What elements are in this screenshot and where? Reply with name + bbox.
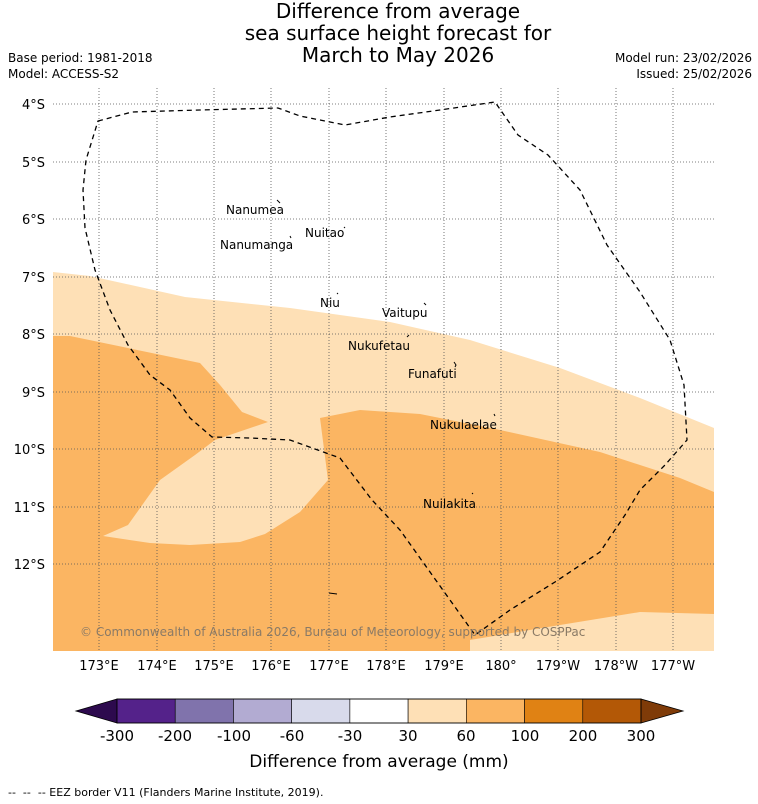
colorbar-tick: 300: [627, 727, 656, 745]
issued-date: Issued: 25/02/2026: [636, 67, 752, 81]
map-grid: [53, 88, 714, 651]
colorbar-tick: 200: [569, 727, 598, 745]
label-vaitupu: Vaitupu: [382, 306, 428, 320]
meta-left: Base period: 1981-2018 Model: ACCESS-S2: [8, 50, 153, 82]
map-area: Nanumea Nanumanga Nuitao Niu Vaitupu Nuk…: [53, 88, 714, 651]
lon-label: 173°E: [79, 659, 119, 674]
lat-label: 10°S: [14, 443, 45, 458]
island-nuitao-mark: [343, 226, 346, 229]
lon-label: 178°E: [366, 659, 406, 674]
label-nukulaelae: Nukulaelae: [430, 418, 497, 432]
colorbar-segment: [349, 698, 409, 724]
colorbar-segment: [291, 698, 351, 724]
island-nanumea-mark: [276, 199, 281, 204]
label-funafuti: Funafuti: [408, 367, 457, 381]
colorbar-segment: [524, 698, 584, 724]
lat-label: 6°S: [22, 213, 45, 228]
meta-right: Model run: 23/02/2026 Issued: 25/02/2026: [615, 50, 752, 82]
label-niu: Niu: [320, 296, 340, 310]
island-niu-mark: [336, 292, 339, 295]
label-nanumanga: Nanumanga: [220, 238, 293, 252]
lat-label: 5°S: [22, 156, 45, 171]
eez-border: [82, 101, 688, 636]
label-nanumea: Nanumea: [226, 203, 284, 217]
title-line-1: Difference from average: [275, 0, 521, 23]
colorbar-segment: [116, 698, 176, 724]
colorbar-segment: [407, 698, 467, 724]
colorbar-tick: -60: [280, 727, 305, 745]
island-nukufetau-mark: [406, 334, 410, 338]
island-nanumanga-mark: [289, 235, 292, 239]
colorbar-extend-high: [640, 698, 685, 724]
lat-label: 4°S: [22, 98, 45, 113]
latitude-labels: 4°S 5°S 6°S 7°S 8°S 9°S 10°S 11°S 12°S: [14, 98, 45, 573]
map-title: Difference from average sea surface heig…: [150, 0, 646, 66]
anomaly-30-60-southeast: [470, 612, 714, 651]
colorbar-tick: -100: [217, 727, 251, 745]
colorbar-tick: -200: [158, 727, 192, 745]
colorbar-tick: -300: [100, 727, 134, 745]
colorbar-extend-low: [74, 698, 118, 724]
copyright-notice: © Commonwealth of Australia 2026, Bureau…: [80, 625, 585, 639]
colorbar-tick: 30: [398, 727, 417, 745]
eez-footnote: -- -- -- EEZ border V11 (Flanders Marine…: [8, 786, 324, 799]
lat-label: 8°S: [22, 328, 45, 343]
colorbar-tick: 60: [456, 727, 475, 745]
colorbar-segment: [233, 698, 292, 724]
lon-label: 178°W: [594, 659, 638, 674]
colorbar-segment: [466, 698, 525, 724]
footnote-text: -- EEZ border V11 (Flanders Marine Insti…: [37, 786, 324, 799]
lon-label: 180°: [485, 659, 516, 674]
lon-label: 177°E: [309, 659, 349, 674]
lon-label: 179°E: [424, 659, 464, 674]
colorbar-frame: [116, 698, 642, 724]
title-line-3: March to May 2026: [301, 43, 495, 67]
lat-label: 7°S: [22, 271, 45, 286]
lon-label: 175°E: [194, 659, 234, 674]
label-nuilakita: Nuilakita: [423, 497, 476, 511]
island-markers: [276, 199, 496, 595]
lon-label: 174°E: [137, 659, 177, 674]
island-vaitupu-mark: [423, 302, 427, 306]
colorbar-tick: -30: [338, 727, 363, 745]
lon-label: 176°E: [251, 659, 291, 674]
title-line-2: sea surface height forecast for: [244, 21, 552, 45]
small-reef-mark: [328, 592, 338, 595]
island-labels: Nanumea Nanumanga Nuitao Niu Vaitupu Nuk…: [220, 203, 497, 511]
longitude-labels: 173°E 174°E 175°E 176°E 177°E 178°E 179°…: [79, 659, 695, 674]
island-nukulaelae-mark: [493, 413, 496, 417]
lon-label: 179°W: [536, 659, 580, 674]
island-funafuti-mark: [453, 361, 457, 368]
lat-label: 9°S: [22, 386, 45, 401]
base-period: Base period: 1981-2018: [8, 51, 153, 65]
model-name: Model: ACCESS-S2: [8, 67, 120, 81]
colorbar-ticks: -300 -200 -100 -60 -30 30 60 100 200 300: [100, 727, 655, 745]
lat-label: 11°S: [14, 501, 45, 516]
label-nukufetau: Nukufetau: [348, 339, 410, 353]
lon-label: 177°W: [651, 659, 695, 674]
colorbar-label: Difference from average (mm): [249, 752, 508, 772]
colorbar-segment: [174, 698, 234, 724]
label-nuitao: Nuitao: [305, 226, 344, 240]
island-nuilakita-mark: [471, 492, 474, 495]
colorbar: -300 -200 -100 -60 -30 30 60 100 200 300…: [74, 698, 685, 772]
lat-label: 12°S: [14, 558, 45, 573]
colorbar-tick: 100: [511, 727, 540, 745]
model-run: Model run: 23/02/2026: [614, 51, 752, 65]
colorbar-segment: [582, 698, 642, 724]
anomaly-60-100-west: [53, 336, 714, 651]
